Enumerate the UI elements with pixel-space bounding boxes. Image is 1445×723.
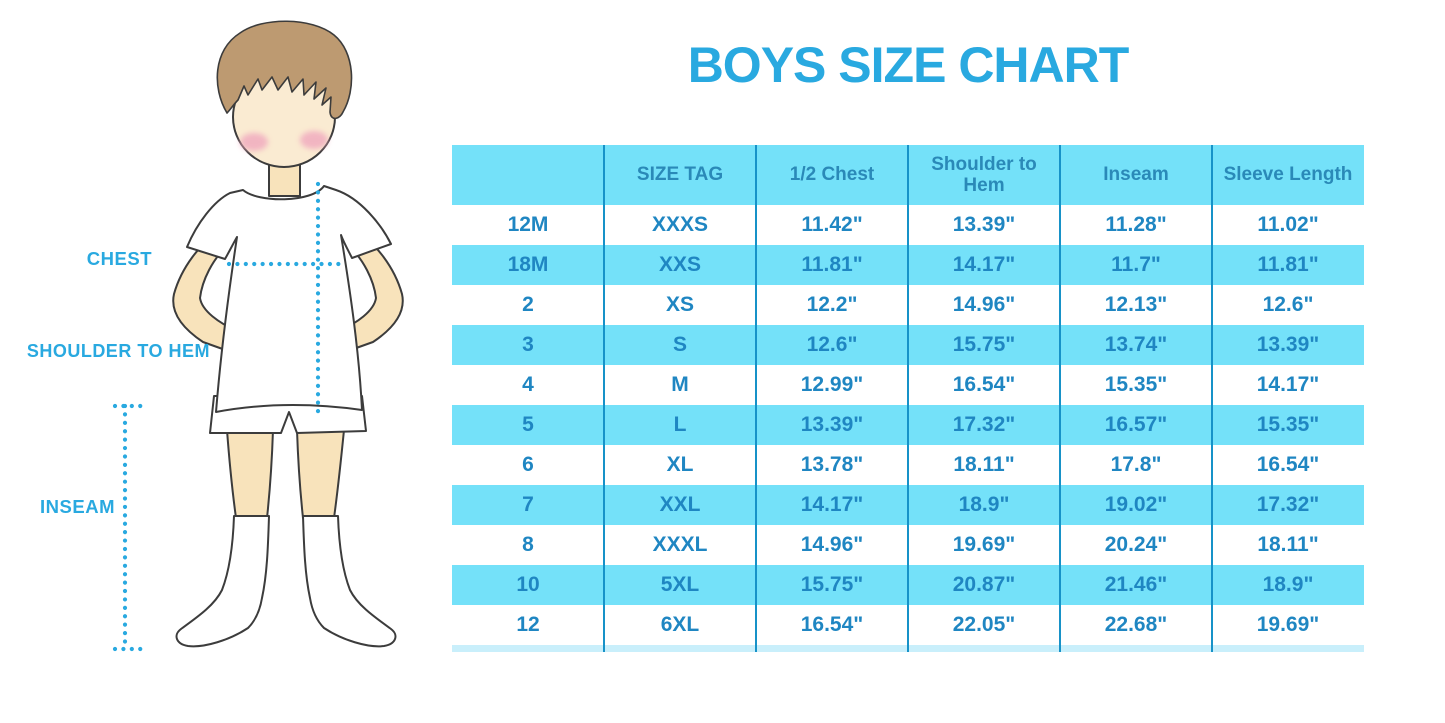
data-cell: 16.54" (1256, 453, 1320, 476)
data-cell: 17.8" (1110, 453, 1162, 476)
data-cell: 17.32" (1256, 493, 1320, 516)
data-cell: 18.11" (1257, 533, 1319, 556)
data-cell: 11.42" (801, 213, 863, 236)
row-size-cell: 6 (522, 453, 534, 476)
data-cell: 18.9" (1262, 573, 1314, 596)
boy-left-sock (175, 515, 270, 648)
data-cell: 22.05" (952, 613, 1016, 636)
header-cell: SIZE TAG (636, 164, 724, 186)
data-cell: L (673, 413, 687, 436)
boy-figure-illustration (112, 20, 404, 652)
data-cell: 14.96" (952, 293, 1016, 316)
data-cell: 14.17" (800, 493, 864, 516)
data-cell: 16.54" (800, 613, 864, 636)
boy-left-cheek (240, 133, 268, 151)
data-cell: 11.02" (1257, 213, 1319, 236)
data-cell: 17.32" (952, 413, 1016, 436)
data-cell: 15.75" (800, 573, 864, 596)
row-size-cell: 10 (516, 573, 540, 596)
header-cell-empty (452, 145, 604, 205)
data-cell: 12.6" (806, 333, 858, 356)
chest-label: CHEST (86, 248, 152, 269)
data-cell: XL (666, 453, 694, 476)
data-cell: 19.69" (952, 533, 1016, 556)
data-cell: 11.7" (1111, 253, 1161, 276)
boy-hair (216, 20, 353, 120)
data-cell: 11.81" (1257, 253, 1319, 276)
page-title: BOYS SIZE CHART (687, 37, 1130, 93)
inseam-label: INSEAM (40, 496, 115, 517)
header-cell: 1/2 Chest (789, 164, 875, 186)
data-cell: 16.57" (1104, 413, 1168, 436)
data-cell: 16.54" (952, 373, 1016, 396)
row-size-cell: 3 (522, 333, 534, 356)
header-cell: Shoulder to Hem (931, 153, 1037, 196)
row-size-cell: 4 (522, 373, 534, 396)
data-cell: 18.11" (953, 453, 1015, 476)
data-cell: 20.87" (952, 573, 1016, 596)
data-cell: 19.69" (1256, 613, 1320, 636)
data-cell: 13.78" (800, 453, 864, 476)
data-cell: 22.68" (1104, 613, 1168, 636)
header-cell: Sleeve Length (1223, 164, 1353, 186)
row-size-cell: 12 (516, 613, 540, 636)
row-size-cell: 18M (507, 253, 549, 276)
header-cell: Inseam (1103, 164, 1169, 186)
boy-tshirt (186, 185, 392, 413)
column-divider (1211, 145, 1213, 652)
data-cell: S (672, 333, 687, 356)
data-cell: 18.9" (958, 493, 1010, 516)
data-cell: XXL (659, 493, 701, 516)
column-divider (603, 145, 605, 652)
data-cell: 21.46" (1104, 573, 1168, 596)
column-divider (755, 145, 757, 652)
row-size-cell: 5 (522, 413, 534, 436)
data-cell: 11.28" (1105, 213, 1167, 236)
data-cell: XXS (658, 253, 702, 276)
size-table: SIZE TAG 1/2 Chest Shoulder to Hem Inseam Sl… (452, 145, 1364, 652)
data-cell: 14.96" (800, 533, 864, 556)
data-cell: 11.81" (801, 253, 863, 276)
data-cell: 13.39" (952, 213, 1016, 236)
boy-right-sock (302, 515, 397, 648)
boy-left-leg (226, 429, 274, 519)
data-cell: 12.99" (800, 373, 864, 396)
data-cell: 20.24" (1104, 533, 1168, 556)
data-cell: 15.75" (952, 333, 1016, 356)
data-cell: 13.74" (1104, 333, 1168, 356)
data-cell: 6XL (660, 613, 700, 636)
data-cell: 13.39" (1256, 333, 1320, 356)
data-cell: 14.17" (1256, 373, 1320, 396)
data-cell: 14.17" (952, 253, 1016, 276)
column-divider (1059, 145, 1061, 652)
row-size-cell: 8 (522, 533, 534, 556)
boy-right-leg (296, 429, 345, 519)
data-cell: XXXL (652, 533, 708, 556)
data-cell: XS (665, 293, 694, 316)
row-size-cell: 2 (522, 293, 534, 316)
data-cell: 19.02" (1104, 493, 1168, 516)
data-cell: 5XL (660, 573, 700, 596)
data-cell: M (671, 373, 689, 396)
boy-right-cheek (300, 131, 328, 149)
shoulder-to-hem-label: SHOULDER TO HEM (26, 341, 210, 361)
row-size-cell: 12M (507, 213, 549, 236)
row-size-cell: 7 (522, 493, 534, 516)
data-cell: 12.13" (1104, 293, 1168, 316)
column-divider (907, 145, 909, 652)
data-cell: 12.6" (1262, 293, 1314, 316)
data-cell: XXXS (651, 213, 709, 236)
data-cell: 15.35" (1104, 373, 1168, 396)
data-cell: 13.39" (800, 413, 864, 436)
data-cell: 15.35" (1256, 413, 1320, 436)
data-cell: 12.2" (806, 293, 858, 316)
